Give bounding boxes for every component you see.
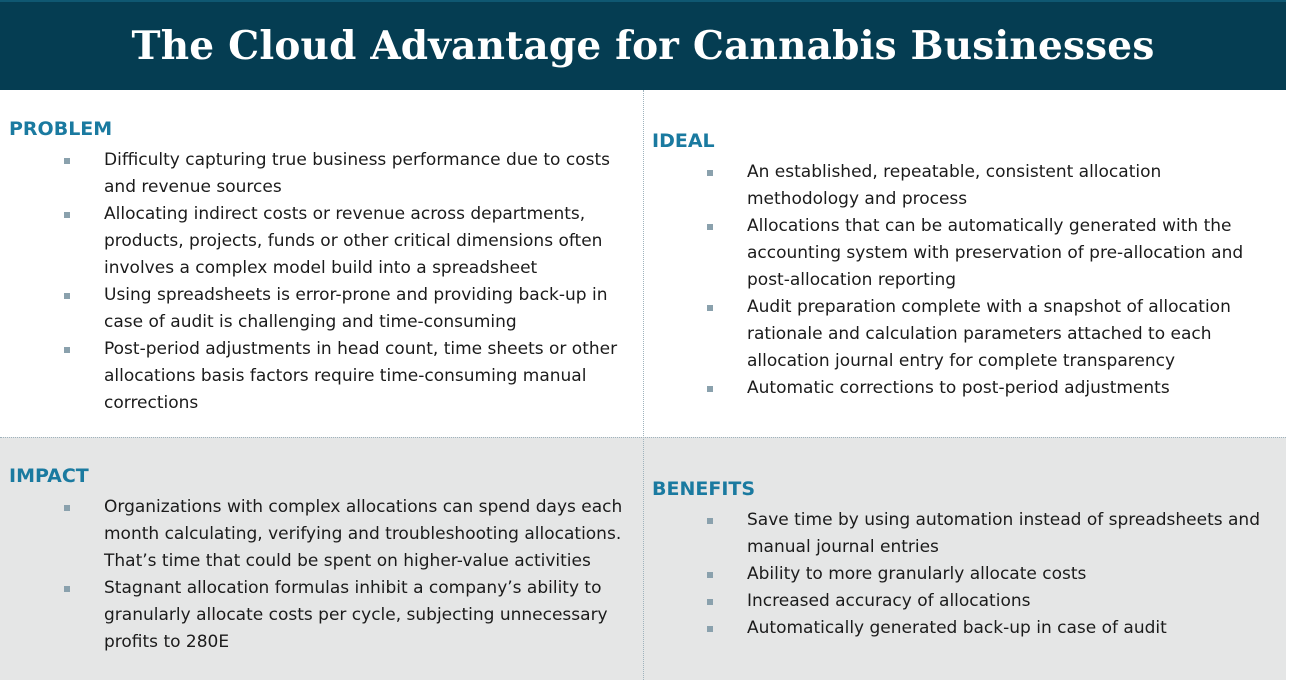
impact-heading: IMPACT: [9, 465, 89, 487]
problem-list: Difficulty capturing true business perfo…: [64, 147, 634, 417]
square-bullet-icon: [707, 518, 713, 524]
list-item-text: Ability to more granularly allocate cost…: [747, 564, 1087, 584]
benefits-heading: BENEFITS: [652, 478, 756, 500]
square-bullet-icon: [707, 386, 713, 392]
list-item: Post-period adjustments in head count, t…: [64, 336, 634, 417]
benefits-panel: BENEFITS Save time by using automation i…: [643, 437, 1286, 680]
list-item: Stagnant allocation formulas inhibit a c…: [64, 575, 634, 656]
list-item: Ability to more granularly allocate cost…: [707, 561, 1277, 588]
list-item: Audit preparation complete with a snapsh…: [707, 294, 1277, 375]
list-item-text: Save time by using automation instead of…: [747, 510, 1260, 557]
list-item: Automatically generated back-up in case …: [707, 615, 1277, 642]
list-item: Organizations with complex allocations c…: [64, 494, 634, 575]
list-item: Save time by using automation instead of…: [707, 507, 1277, 561]
square-bullet-icon: [64, 212, 70, 218]
list-item-text: Stagnant allocation formulas inhibit a c…: [104, 578, 608, 652]
list-item-text: Automatic corrections to post-period adj…: [747, 378, 1170, 398]
list-item-text: Organizations with complex allocations c…: [104, 497, 623, 571]
square-bullet-icon: [707, 599, 713, 605]
square-bullet-icon: [707, 224, 713, 230]
list-item: Increased accuracy of allocations: [707, 588, 1277, 615]
list-item-text: Increased accuracy of allocations: [747, 591, 1031, 611]
impact-list: Organizations with complex allocations c…: [64, 494, 634, 656]
square-bullet-icon: [707, 626, 713, 632]
list-item-text: Allocating indirect costs or revenue acr…: [104, 204, 603, 278]
list-item: Using spreadsheets is error-prone and pr…: [64, 282, 634, 336]
square-bullet-icon: [707, 170, 713, 176]
square-bullet-icon: [707, 305, 713, 311]
list-item: Automatic corrections to post-period adj…: [707, 375, 1277, 402]
list-item-text: Allocations that can be automatically ge…: [747, 216, 1244, 290]
ideal-panel: IDEAL An established, repeatable, consis…: [643, 90, 1286, 437]
impact-panel: IMPACT Organizations with complex alloca…: [0, 437, 643, 680]
list-item-text: Automatically generated back-up in case …: [747, 618, 1167, 638]
square-bullet-icon: [707, 572, 713, 578]
list-item-text: An established, repeatable, consistent a…: [747, 162, 1162, 209]
square-bullet-icon: [64, 586, 70, 592]
horizontal-divider: [0, 437, 1286, 438]
list-item: Allocating indirect costs or revenue acr…: [64, 201, 634, 282]
list-item-text: Using spreadsheets is error-prone and pr…: [104, 285, 608, 332]
list-item-text: Audit preparation complete with a snapsh…: [747, 297, 1231, 371]
list-item: Allocations that can be automatically ge…: [707, 213, 1277, 294]
list-item: An established, repeatable, consistent a…: [707, 159, 1277, 213]
square-bullet-icon: [64, 293, 70, 299]
ideal-heading: IDEAL: [652, 130, 715, 152]
list-item: Difficulty capturing true business perfo…: [64, 147, 634, 201]
problem-panel: PROBLEM Difficulty capturing true busine…: [0, 90, 643, 437]
list-item-text: Difficulty capturing true business perfo…: [104, 150, 610, 197]
title-banner: The Cloud Advantage for Cannabis Busines…: [0, 0, 1286, 90]
ideal-list: An established, repeatable, consistent a…: [707, 159, 1277, 402]
square-bullet-icon: [64, 158, 70, 164]
page-title: The Cloud Advantage for Cannabis Busines…: [131, 23, 1155, 69]
vertical-divider: [643, 90, 644, 680]
benefits-list: Save time by using automation instead of…: [707, 507, 1277, 642]
square-bullet-icon: [64, 505, 70, 511]
square-bullet-icon: [64, 347, 70, 353]
list-item-text: Post-period adjustments in head count, t…: [104, 339, 618, 413]
problem-heading: PROBLEM: [9, 118, 113, 140]
